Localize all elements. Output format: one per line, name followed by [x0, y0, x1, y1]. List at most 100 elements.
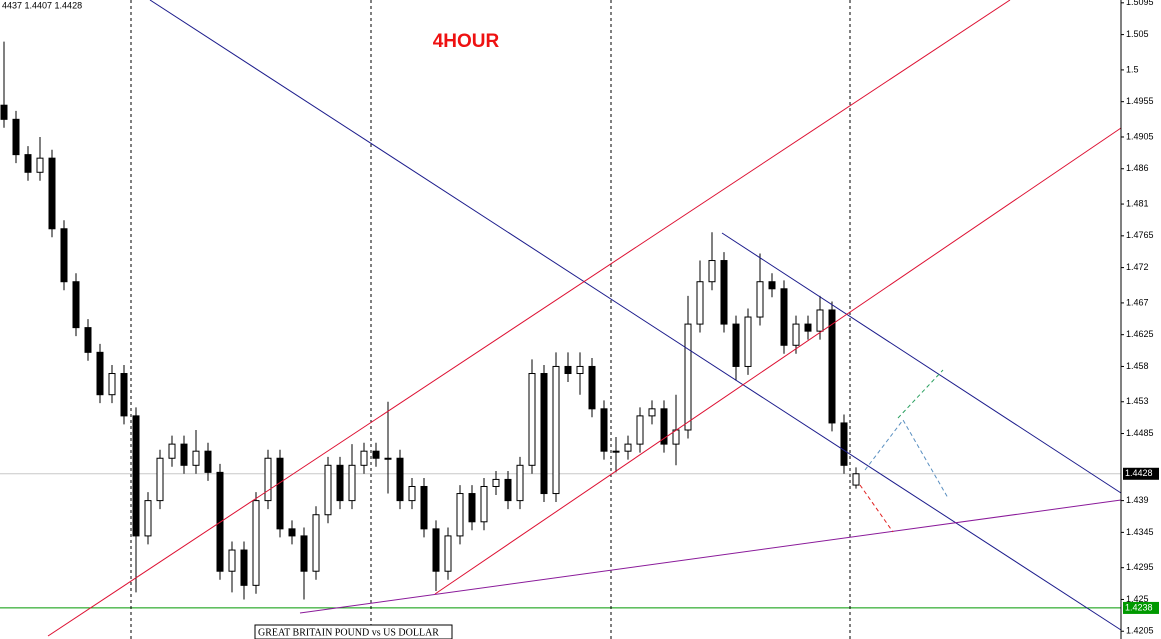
price-tag: [1123, 601, 1159, 614]
candle-body: [756, 281, 764, 318]
candle-body: [600, 408, 608, 452]
candle-body: [852, 473, 860, 486]
candle-body: [624, 443, 632, 452]
candle-body: [180, 443, 188, 466]
forecast-arrow: [859, 484, 894, 533]
candle-body: [288, 528, 296, 537]
y-tick-label: 1.4625: [1126, 329, 1154, 339]
y-tick-label: 1.467: [1126, 297, 1149, 307]
forecast-arrow: [897, 369, 944, 419]
y-tick-label: 1.425: [1126, 594, 1149, 604]
y-tick-label: 1.5: [1126, 64, 1139, 74]
candle-body: [12, 118, 20, 156]
candle-body: [492, 478, 500, 487]
candle-body: [816, 309, 824, 332]
candle-body: [48, 157, 56, 230]
y-tick-label: 1.4905: [1126, 131, 1154, 141]
candle-body: [648, 408, 656, 417]
candle-body: [804, 323, 812, 332]
y-tick-label: 1.505: [1126, 29, 1149, 39]
candle-body: [396, 457, 404, 502]
y-tick-label: 1.4765: [1126, 230, 1154, 240]
candle-body: [240, 549, 248, 586]
candle-body: [552, 365, 560, 495]
y-tick-label: 1.453: [1126, 396, 1149, 406]
candle-body: [360, 450, 368, 466]
candle-body: [468, 493, 476, 523]
trendline: [434, 127, 1122, 595]
candle-body: [408, 485, 416, 502]
candle-body: [144, 500, 152, 537]
price-tag: [1123, 467, 1159, 480]
candle-body: [84, 327, 92, 353]
candle-body: [192, 450, 200, 466]
y-tick-label: 1.439: [1126, 495, 1149, 505]
y-tick-label: 1.4295: [1126, 562, 1154, 572]
candle-body: [384, 457, 392, 460]
candle-body: [156, 457, 164, 502]
candle-body: [768, 281, 776, 290]
candle-body: [840, 422, 848, 466]
y-tick-label: 1.472: [1126, 262, 1149, 272]
candle-body: [612, 450, 620, 453]
symbol-box: [254, 624, 453, 639]
trendline: [47, 0, 1011, 637]
price-tag-label: 1.4428: [1125, 468, 1153, 478]
y-tick-label: 1.4485: [1126, 428, 1154, 438]
chart-title: 4HOUR: [433, 31, 500, 52]
plot: [0, 41, 1121, 609]
candle-body: [564, 365, 572, 375]
candle-body: [588, 365, 596, 410]
candle-body: [120, 373, 128, 417]
candle-body: [576, 365, 584, 375]
trendline: [721, 232, 1122, 494]
candle-body: [0, 104, 8, 120]
candle-body: [96, 351, 104, 396]
candle-body: [264, 457, 272, 502]
candle-body: [36, 157, 44, 173]
candle-body: [660, 408, 668, 445]
candle-body: [168, 443, 176, 459]
candle-body: [516, 464, 524, 502]
candle-body: [252, 500, 260, 586]
candle-body: [480, 485, 488, 523]
candle-body: [828, 309, 836, 424]
y-tick-label: 1.486: [1126, 163, 1149, 173]
candle-body: [636, 415, 644, 445]
candle-body: [204, 450, 212, 473]
candle-body: [456, 493, 464, 537]
y-tick-label: 1.5095: [1126, 0, 1154, 7]
candle-body: [780, 288, 788, 346]
candle-body: [24, 154, 32, 173]
candle-body: [372, 450, 380, 459]
candle-body: [444, 535, 452, 572]
candle-body: [108, 373, 116, 396]
candle-body: [696, 281, 704, 325]
y-tick-label: 1.4205: [1126, 626, 1154, 636]
y-tick-label: 1.4955: [1126, 96, 1154, 106]
separators: [130, 0, 851, 639]
candle-body: [540, 373, 548, 495]
candle-body: [336, 464, 344, 502]
forecast-arrow: [864, 419, 949, 499]
trendline: [299, 499, 1122, 614]
candle-body: [744, 316, 752, 367]
candle-body: [792, 323, 800, 346]
candle-body: [348, 464, 356, 502]
y-tick-label: 1.481: [1126, 198, 1149, 208]
candle-body: [708, 260, 716, 283]
y-tick-label: 1.458: [1126, 361, 1149, 371]
trendline: [149, 0, 1122, 631]
candle-body: [684, 323, 692, 431]
candle-body: [324, 464, 332, 516]
candle-body: [132, 415, 140, 537]
candle-body: [528, 373, 536, 466]
candle-body: [504, 478, 512, 502]
candle-body: [420, 485, 428, 530]
candle-body: [72, 281, 80, 329]
candle-body: [60, 228, 68, 283]
symbol-label: GREAT BRITAIN POUND vs US DOLLAR: [258, 627, 439, 638]
candle-body: [276, 457, 284, 530]
